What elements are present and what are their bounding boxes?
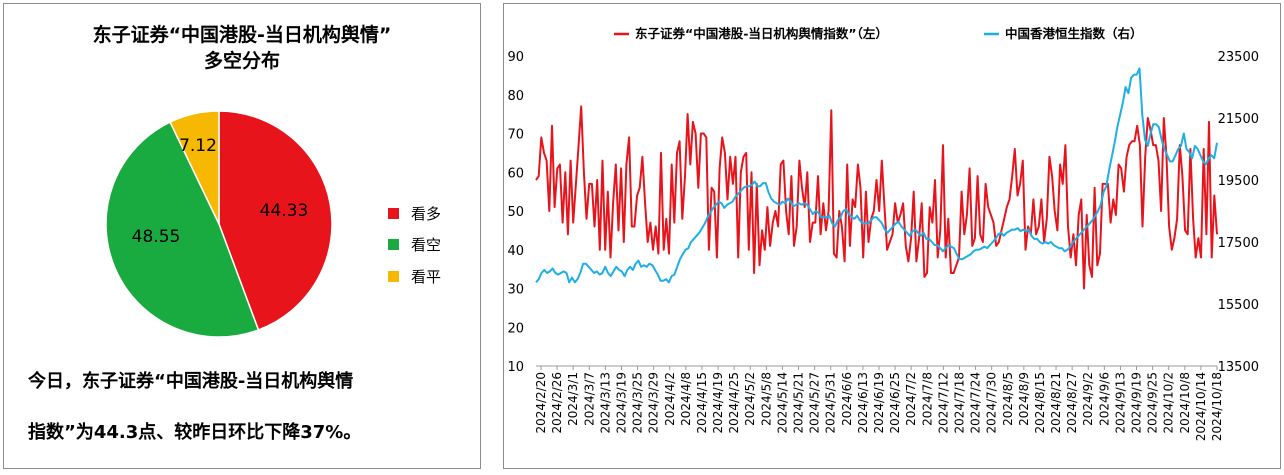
legend-item-bearish: 看空 [388, 234, 441, 255]
x-axis-tick-label: 2024/8/27 [1065, 372, 1079, 434]
x-axis-tick-label: 2024/4/2 [663, 372, 677, 426]
x-axis-tick-label: 2024/6/13 [856, 372, 870, 434]
x-axis-tick-label: 2024/6/19 [872, 372, 886, 434]
x-axis-tick-label: 2024/6/6 [840, 372, 854, 426]
x-axis-tick-label: 2024/3/1 [566, 372, 580, 426]
left-axis-tick: 90 [507, 50, 524, 65]
line-chart-panel: 东子证券“中国港股-当日机构舆情指数”（左） 中国香港恒生指数（右） 10 20 3… [503, 3, 1281, 469]
right-axis-tick: 17500 [1218, 236, 1259, 251]
pie-value-label-neutral: 7.12 [179, 136, 217, 156]
pie-value-label-bearish: 48.55 [132, 227, 181, 247]
pie-title-line2: 多空分布 [203, 50, 280, 72]
left-axis-tick: 70 [507, 128, 524, 143]
x-axis-tick-label: 2024/2/20 [534, 372, 548, 434]
legend-label-bearish: 看空 [411, 236, 442, 254]
pie-title-line1: 东子证券“中国港股-当日机构舆情” [92, 24, 392, 46]
x-axis-tick-label: 2024/3/29 [647, 372, 661, 434]
left-axis-tick: 40 [507, 244, 524, 259]
x-axis-tick-label: 2024/9/13 [1113, 372, 1127, 434]
pie-slice-neutral [169, 110, 220, 225]
legend-label-bullish: 看多 [411, 205, 442, 223]
left-axis-tick: 10 [507, 360, 524, 375]
summary-line2: 指数”为44.3点、较昨日环比下降37%。 [28, 422, 362, 443]
legend-label-neutral: 看平 [411, 268, 442, 286]
left-axis-tick: 60 [507, 166, 524, 181]
x-axis-tick-label: 2024/10/8 [1178, 372, 1192, 434]
pie-chart-panel: 东子证券“中国港股-当日机构舆情” 多空分布 44.33 48.55 7.12 看多… [3, 3, 481, 469]
line-chart: 东子证券“中国港股-当日机构舆情指数”（左） 中国香港恒生指数（右） 10 20 3… [507, 26, 1259, 441]
x-axis-tick-label: 2024/5/27 [808, 372, 822, 434]
x-axis-tick-label: 2024/10/14 [1194, 372, 1208, 441]
x-axis-tick-label: 2024/9/25 [1146, 372, 1160, 434]
left-axis-tick: 80 [507, 89, 524, 104]
x-axis-tick-label: 2024/3/19 [614, 372, 628, 434]
legend-label-hsi: 中国香港恒生指数（右） [1005, 26, 1143, 41]
x-axis-tick-label: 2024/4/19 [711, 372, 725, 434]
x-axis-tick-label: 2024/5/21 [792, 372, 806, 434]
legend-swatch-neutral [388, 271, 399, 282]
right-axis-tick: 23500 [1218, 50, 1259, 65]
x-axis-tick-label: 2024/5/31 [824, 372, 838, 434]
right-axis-tick: 15500 [1218, 298, 1259, 313]
pie-chart: 44.33 48.55 7.12 [105, 110, 333, 338]
pie-value-label-bullish: 44.33 [260, 201, 309, 221]
x-axis-tick-label: 2024/8/21 [1049, 372, 1063, 434]
x-axis-tick-label: 2024/6/25 [888, 372, 902, 434]
x-axis-tick-label: 2024/9/2 [1081, 372, 1095, 426]
left-axis-tick: 50 [507, 205, 524, 220]
x-axis-tick-label: 2024/3/7 [582, 372, 596, 426]
right-axis-tick: 13500 [1218, 360, 1259, 375]
x-axis-tick-label: 2024/5/8 [759, 372, 773, 426]
x-axis-tick-label: 2024/7/12 [936, 372, 950, 434]
legend-swatch-bullish [388, 208, 399, 219]
x-axis-tick-label: 2024/4/8 [679, 372, 693, 426]
x-axis-tick-label: 2024/8/15 [1033, 372, 1047, 434]
right-axis-tick: 21500 [1218, 112, 1259, 127]
x-axis-tick-label: 2024/4/15 [695, 372, 709, 434]
summary-line1: 今日，东子证券“中国港股-当日机构舆情 [28, 371, 354, 392]
legend-item-neutral: 看平 [388, 266, 441, 287]
hang-seng-index-line [535, 67, 1218, 284]
x-axis-tick-label: 2024/9/19 [1130, 372, 1144, 434]
x-axis-tick-label: 2024/10/18 [1210, 372, 1224, 441]
sentiment-index-line [535, 105, 1218, 290]
x-axis-tick-label: 2024/3/13 [598, 372, 612, 434]
pie-slice-bullish [218, 110, 333, 331]
legend-item-bullish: 看多 [388, 203, 441, 224]
x-axis-tick-label: 2024/4/25 [727, 372, 741, 434]
left-axis-tick: 30 [507, 283, 524, 298]
x-axis-tick-label: 2024/7/8 [920, 372, 934, 426]
x-axis-tick-label: 2024/5/2 [743, 372, 757, 426]
x-axis-tick-label: 2024/8/5 [1001, 372, 1015, 426]
x-axis-tick-label: 2024/7/18 [952, 372, 966, 434]
legend-label-sentiment: 东子证券“中国港股-当日机构舆情指数”（左） [635, 26, 888, 41]
x-axis-tick-label: 2024/7/2 [904, 372, 918, 426]
pie-slice-bearish [105, 121, 260, 338]
x-axis-tick-label: 2024/9/6 [1097, 372, 1111, 426]
x-axis-tick-label: 2024/8/9 [1017, 372, 1031, 426]
x-axis-tick-label: 2024/7/24 [969, 372, 983, 434]
x-axis-tick-label: 2024/7/30 [985, 372, 999, 434]
right-axis-tick: 19500 [1218, 174, 1259, 189]
x-axis-tick-label: 2024/2/26 [550, 372, 564, 434]
x-axis-tick-label: 2024/5/14 [775, 372, 789, 434]
x-axis-tick-label: 2024/10/2 [1162, 372, 1176, 434]
left-axis-tick: 20 [507, 321, 524, 336]
legend-swatch-bearish [388, 239, 399, 250]
x-axis-tick-label: 2024/3/25 [631, 372, 645, 434]
